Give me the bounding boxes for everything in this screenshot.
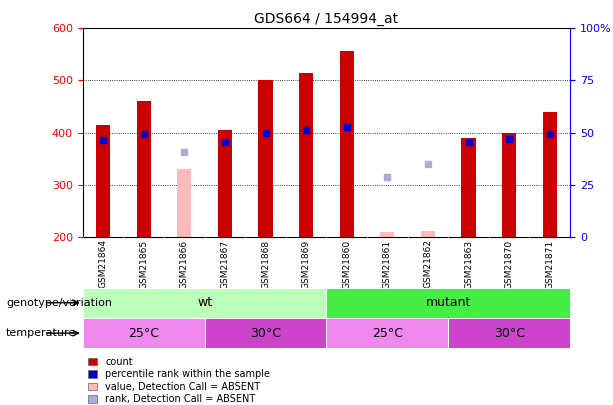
Bar (340, 51, 354, 237)
Bar (448, 318, 570, 348)
Text: GSM21862: GSM21862 (424, 239, 432, 288)
Legend: count, percentile rank within the sample, value, Detection Call = ABSENT, rank, : count, percentile rank within the sample… (88, 357, 270, 404)
Text: GSM21869: GSM21869 (302, 239, 311, 289)
Bar (218, 130, 232, 237)
Bar (380, 232, 394, 237)
Bar (83, 288, 327, 318)
Bar (421, 231, 435, 237)
Bar (462, 138, 476, 237)
Text: GSM21861: GSM21861 (383, 239, 392, 289)
Bar (259, 81, 273, 237)
Bar (137, 101, 151, 237)
Bar (177, 169, 191, 237)
Text: GSM21870: GSM21870 (504, 239, 514, 289)
Text: genotype/variation: genotype/variation (6, 298, 112, 308)
Title: GDS664 / 154994_at: GDS664 / 154994_at (254, 12, 398, 26)
Text: 25°C: 25°C (128, 326, 159, 340)
Text: 30°C: 30°C (493, 326, 525, 340)
Text: GSM21860: GSM21860 (342, 239, 351, 289)
Bar (502, 132, 516, 237)
Bar (299, 72, 313, 237)
Text: GSM21865: GSM21865 (139, 239, 148, 289)
Text: GSM21868: GSM21868 (261, 239, 270, 289)
Text: mutant: mutant (425, 296, 471, 309)
Bar (96, 125, 110, 237)
Bar (327, 318, 448, 348)
Text: 30°C: 30°C (250, 326, 281, 340)
Text: GSM21864: GSM21864 (99, 239, 107, 288)
Text: temperature: temperature (6, 328, 77, 338)
Text: GSM21867: GSM21867 (221, 239, 229, 289)
Text: GSM21871: GSM21871 (546, 239, 554, 289)
Text: wt: wt (197, 296, 212, 309)
Text: GSM21866: GSM21866 (180, 239, 189, 289)
Text: 25°C: 25°C (372, 326, 403, 340)
Bar (543, 112, 557, 237)
Bar (83, 318, 205, 348)
Bar (327, 288, 570, 318)
Text: GSM21863: GSM21863 (464, 239, 473, 289)
Bar (205, 318, 327, 348)
